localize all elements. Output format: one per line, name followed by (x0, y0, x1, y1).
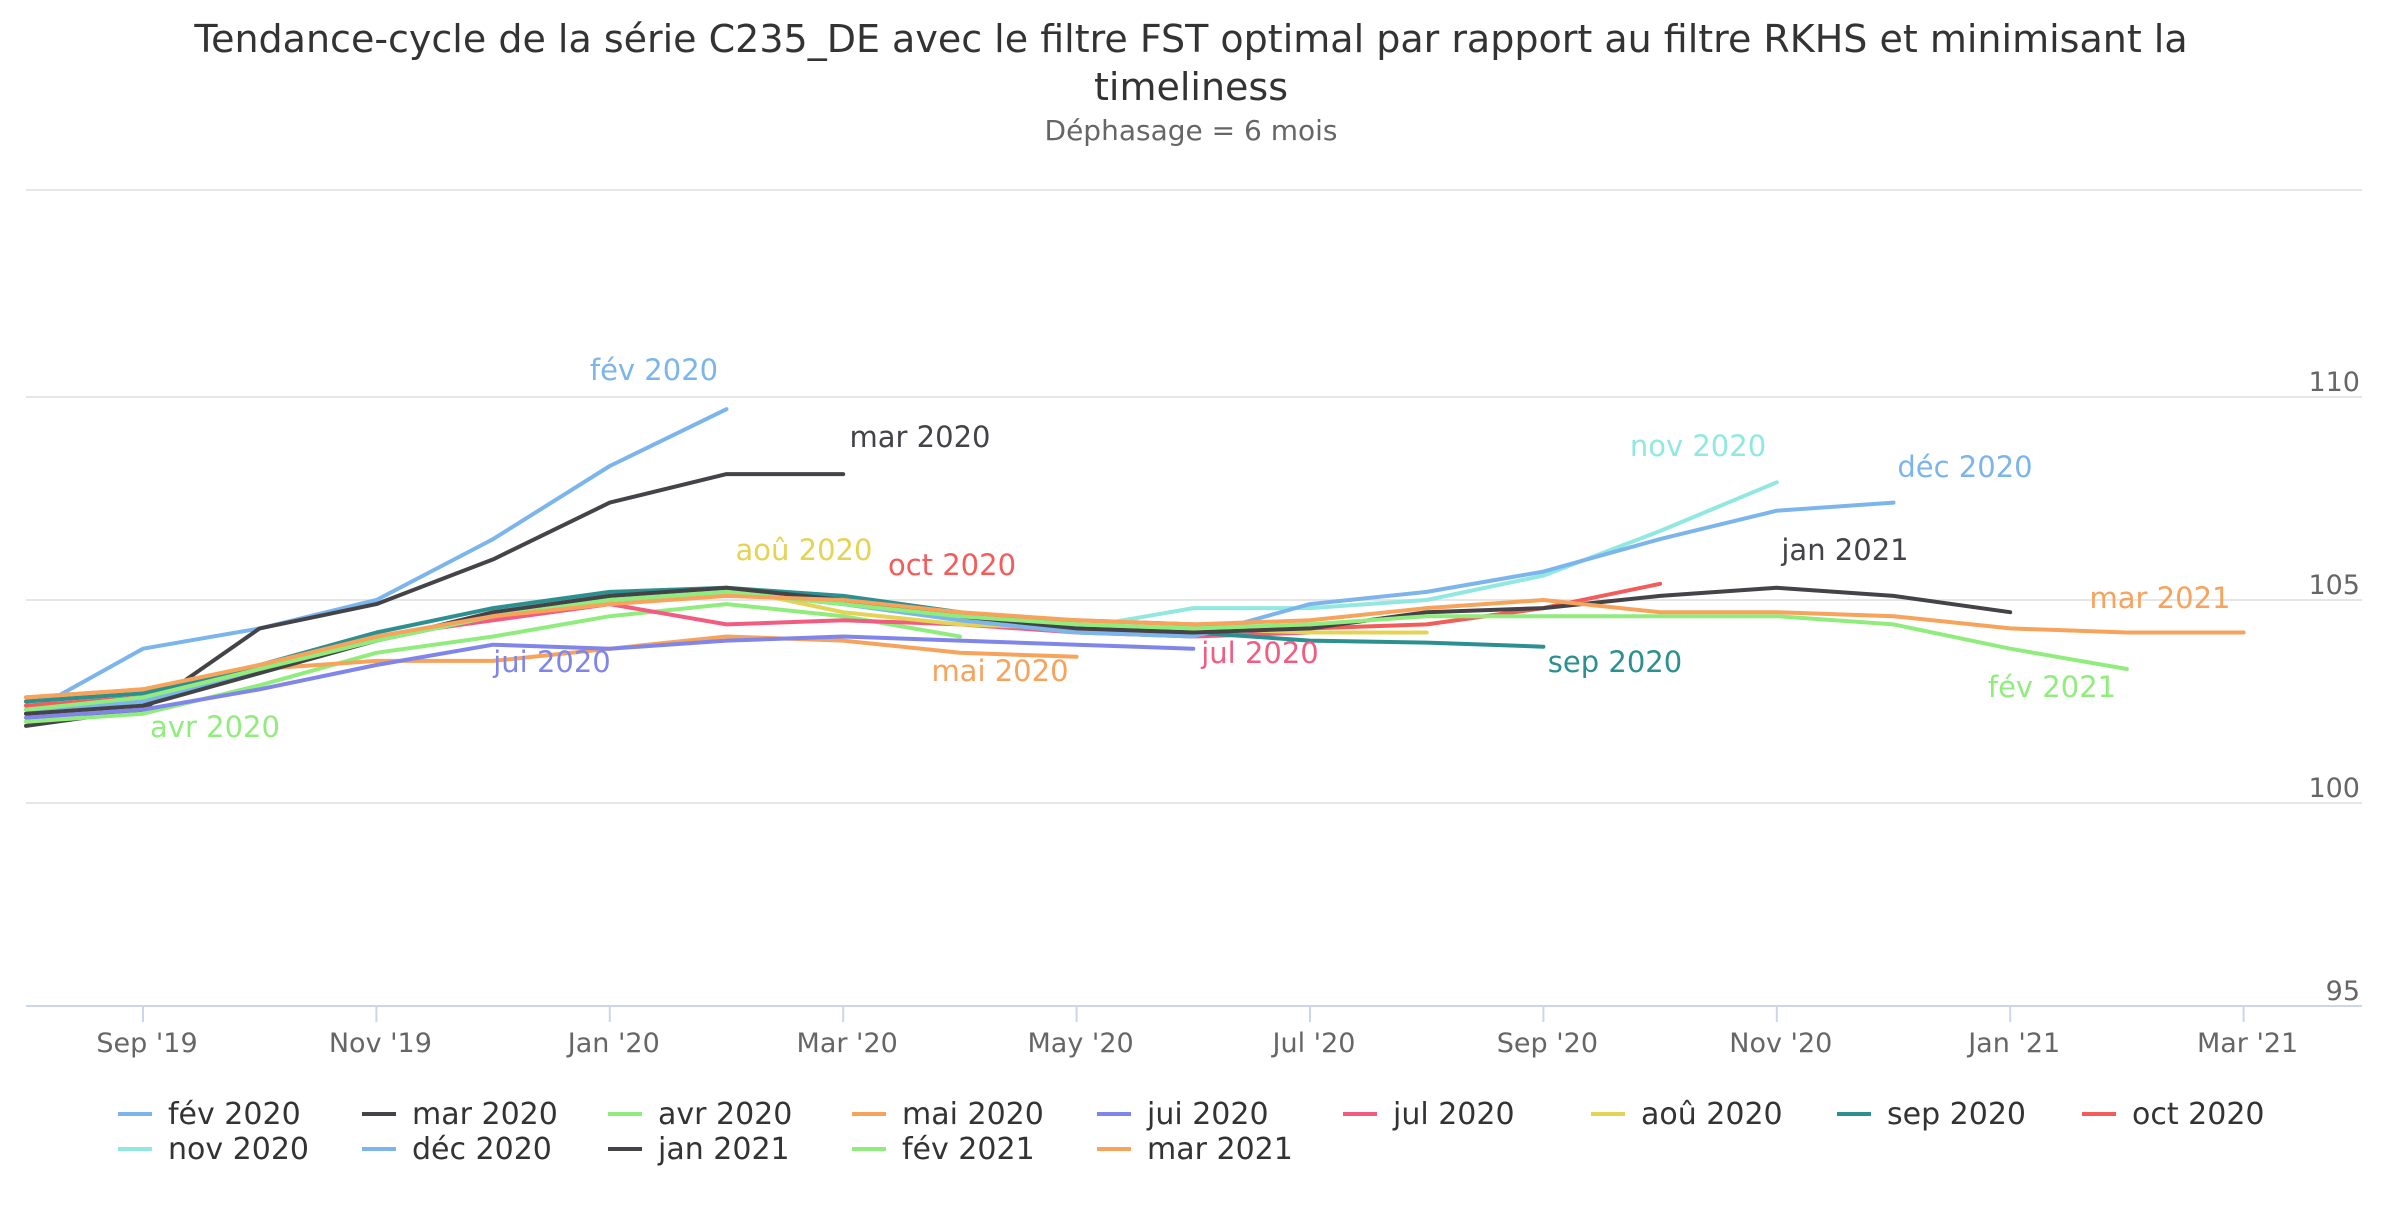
y-axis: 95 100 105 110 (2308, 367, 2360, 1007)
x-tick-label: Jan '21 (1966, 1028, 2060, 1059)
legend-item-11[interactable]: déc 2020 (362, 1132, 552, 1167)
series-end-label-7: aoû 2020 (736, 533, 873, 567)
legend-item-6[interactable]: jul 2020 (1343, 1097, 1515, 1132)
chart-title-line-2: timeliness (1094, 65, 1288, 109)
legend-label: jui 2020 (1146, 1097, 1269, 1132)
legend: fév 2020 mar 2020 avr 2020 mai 2020 jui 2020… (118, 1097, 2265, 1167)
legend-label: jul 2020 (1392, 1097, 1515, 1132)
legend-label: déc 2020 (412, 1132, 552, 1167)
legend-item-10[interactable]: nov 2020 (118, 1132, 309, 1167)
chart-title: Tendance-cycle de la série C235_DE avec … (193, 17, 2187, 61)
series-lines (24, 407, 2246, 728)
x-tick-label: Jan '20 (566, 1028, 660, 1059)
legend-item-9[interactable]: oct 2020 (2082, 1097, 2265, 1132)
legend-label: mar 2021 (1147, 1132, 1293, 1167)
series-end-label-5: jui 2020 (492, 645, 611, 679)
x-tick-label: Sep '20 (1497, 1028, 1598, 1059)
x-tick-label: Nov '20 (1729, 1028, 1832, 1059)
legend-item-2[interactable]: mar 2020 (362, 1097, 558, 1132)
series-end-label-3: avr 2020 (150, 710, 280, 744)
grid (26, 189, 2362, 804)
legend-item-13[interactable]: fév 2021 (852, 1132, 1035, 1167)
series-end-label-2: mar 2020 (850, 420, 991, 454)
legend-label: aoû 2020 (1641, 1097, 1783, 1132)
legend-label: mar 2020 (412, 1097, 558, 1132)
legend-item-1[interactable]: fév 2020 (118, 1097, 301, 1132)
series-end-labels: fév 2020 mar 2020 avr 2020 mai 2020 jui 2020… (150, 353, 2230, 744)
series-end-label-12: jan 2021 (1780, 533, 1908, 567)
legend-item-12[interactable]: jan 2021 (608, 1132, 790, 1167)
legend-label: oct 2020 (2132, 1097, 2265, 1132)
y-tick-label: 95 (2326, 976, 2360, 1007)
legend-item-7[interactable]: aoû 2020 (1591, 1097, 1783, 1132)
x-tick-label: Sep '19 (96, 1028, 197, 1059)
legend-item-8[interactable]: sep 2020 (1837, 1097, 2026, 1132)
x-tick-label: Jul '20 (1271, 1028, 1356, 1059)
y-tick-label: 110 (2308, 367, 2360, 398)
legend-label: fév 2020 (168, 1097, 301, 1132)
legend-label: mai 2020 (902, 1097, 1044, 1132)
legend-label: avr 2020 (658, 1097, 792, 1132)
legend-label: fév 2021 (902, 1132, 1035, 1167)
x-axis: Sep '19 Nov '19 Jan '20 Mar '20 May '20 Jul '… (26, 1005, 2362, 1059)
series-line-14 (24, 593, 2246, 700)
legend-label: jan 2021 (657, 1132, 790, 1167)
legend-label: nov 2020 (168, 1132, 309, 1167)
series-line-5 (24, 634, 1196, 720)
series-line-1 (24, 407, 729, 716)
series-end-label-11: déc 2020 (1897, 450, 2032, 484)
x-tick-label: Nov '19 (329, 1028, 432, 1059)
x-tick-label: Mar '21 (2197, 1028, 2298, 1059)
series-end-label-10: nov 2020 (1630, 429, 1766, 463)
chart-subtitle: Déphasage = 6 mois (1045, 114, 1338, 147)
legend-label: sep 2020 (1887, 1097, 2026, 1132)
legend-item-4[interactable]: mai 2020 (852, 1097, 1044, 1132)
y-tick-label: 100 (2308, 773, 2360, 804)
series-end-label-13: fév 2021 (1988, 670, 2116, 704)
series-line-13 (24, 589, 2129, 712)
series-end-label-6: jul 2020 (1200, 636, 1319, 670)
series-end-label-14: mar 2021 (2090, 581, 2231, 615)
series-end-label-1: fév 2020 (590, 353, 718, 387)
y-tick-label: 105 (2308, 570, 2360, 601)
x-tick-label: Mar '20 (797, 1028, 898, 1059)
legend-item-14[interactable]: mar 2021 (1097, 1132, 1293, 1167)
legend-item-5[interactable]: jui 2020 (1097, 1097, 1269, 1132)
series-end-label-8: sep 2020 (1548, 645, 1682, 679)
series-end-label-9: oct 2020 (888, 548, 1016, 582)
x-tick-label: May '20 (1028, 1028, 1134, 1059)
legend-item-3[interactable]: avr 2020 (608, 1097, 792, 1132)
series-end-label-4: mai 2020 (931, 654, 1068, 688)
